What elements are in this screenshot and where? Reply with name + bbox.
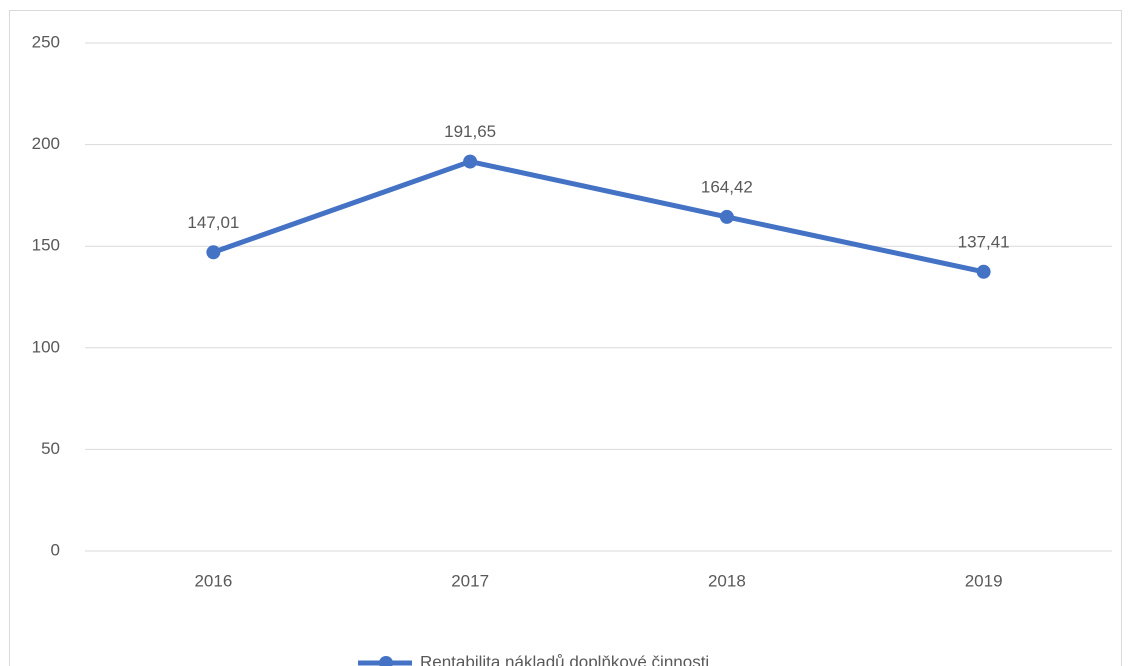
x-tick-label: 2016	[194, 571, 232, 590]
x-tick-label: 2017	[451, 571, 489, 590]
y-tick-label: 150	[32, 236, 60, 255]
data-point	[976, 264, 991, 279]
data-point	[206, 245, 221, 260]
x-tick-label: 2018	[708, 571, 746, 590]
data-label: 191,65	[444, 122, 496, 141]
x-tick-label: 2019	[965, 571, 1003, 590]
legend-marker	[379, 656, 393, 666]
chart-frame	[9, 10, 1122, 666]
y-tick-label: 200	[32, 134, 60, 153]
series-line	[212, 159, 985, 275]
data-point	[463, 154, 478, 169]
data-point	[719, 209, 734, 224]
y-tick-label: 250	[32, 32, 60, 51]
data-label: 137,41	[958, 232, 1010, 251]
y-tick-label: 100	[32, 337, 60, 356]
data-label: 164,42	[701, 177, 753, 196]
y-tick-label: 50	[41, 439, 60, 458]
y-tick-label: 0	[51, 540, 60, 559]
legend-label: Rentabilita nákladů doplňkové činnosti	[420, 652, 709, 666]
data-label: 147,01	[187, 213, 239, 232]
